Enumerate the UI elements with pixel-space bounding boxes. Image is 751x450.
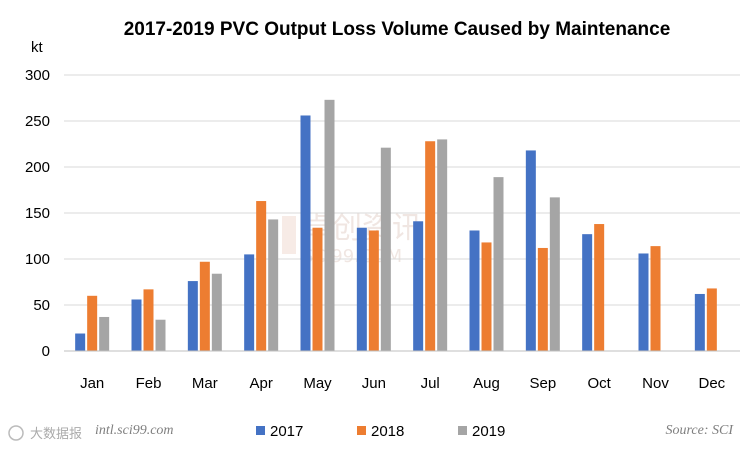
y-tick-label: 150 bbox=[25, 205, 50, 222]
x-tick-label: Apr bbox=[249, 375, 272, 392]
y-tick-label: 200 bbox=[25, 159, 50, 176]
bar-2017-sep bbox=[525, 150, 536, 351]
bar-2018-feb bbox=[143, 289, 154, 351]
corner-badge-icon bbox=[8, 425, 24, 441]
bar-2019-jun bbox=[380, 147, 391, 351]
bar-2017-nov bbox=[638, 253, 649, 351]
y-tick-label: 300 bbox=[25, 67, 50, 84]
bar-2018-nov bbox=[650, 246, 661, 351]
legend-swatch-2019 bbox=[458, 426, 467, 435]
x-tick-label: Aug bbox=[473, 375, 500, 392]
bar-2018-jul bbox=[425, 141, 436, 351]
legend-label-2019: 2019 bbox=[472, 423, 505, 440]
y-axis-unit: kt bbox=[31, 39, 44, 56]
bar-2018-aug bbox=[481, 242, 492, 351]
y-tick-label: 50 bbox=[33, 297, 50, 314]
y-tick-label: 0 bbox=[42, 343, 50, 360]
bar-2017-jan bbox=[75, 333, 86, 351]
x-tick-label: Oct bbox=[587, 375, 611, 392]
x-tick-label: Dec bbox=[698, 375, 725, 392]
bar-2019-feb bbox=[155, 319, 166, 351]
y-axis-ticks: 0 50 100 150 200 250 300 bbox=[25, 67, 50, 360]
corner-badge: 大数据报 bbox=[8, 425, 82, 442]
legend-swatch-2018 bbox=[357, 426, 366, 435]
gridlines bbox=[64, 74, 740, 306]
source-note: Source: SCI bbox=[665, 423, 734, 438]
bar-2018-oct bbox=[594, 224, 605, 351]
bar-2017-apr bbox=[244, 254, 255, 351]
website-credit: intl.sci99.com bbox=[95, 423, 174, 438]
bar-2017-jul bbox=[413, 221, 424, 351]
bar-2019-apr bbox=[268, 219, 279, 351]
bar-2019-jul bbox=[437, 139, 448, 351]
bar-2017-may bbox=[300, 115, 311, 351]
bar-2018-sep bbox=[537, 247, 548, 351]
bar-2018-mar bbox=[199, 261, 210, 351]
legend-label-2018: 2018 bbox=[371, 423, 404, 440]
x-tick-label: Jan bbox=[80, 375, 104, 392]
bar-2018-apr bbox=[256, 201, 267, 351]
bar-2019-jan bbox=[99, 316, 110, 351]
y-tick-label: 100 bbox=[25, 251, 50, 268]
chart-title: 2017-2019 PVC Output Loss Volume Caused … bbox=[124, 19, 671, 40]
corner-badge-text: 大数据报 bbox=[30, 427, 82, 442]
x-tick-label: May bbox=[303, 375, 332, 392]
x-tick-label: Nov bbox=[642, 375, 669, 392]
bar-2017-feb bbox=[131, 299, 142, 351]
x-tick-label: Sep bbox=[529, 375, 556, 392]
bar-2018-jan bbox=[87, 295, 98, 351]
bar-2019-mar bbox=[211, 273, 222, 351]
x-tick-label: Jun bbox=[362, 375, 386, 392]
legend: 2017 2018 2019 bbox=[256, 423, 505, 440]
bar-2019-aug bbox=[493, 177, 504, 351]
x-tick-label: Jul bbox=[421, 375, 440, 392]
bar-2017-mar bbox=[187, 281, 198, 351]
bar-2017-jun bbox=[356, 227, 367, 351]
legend-label-2017: 2017 bbox=[270, 423, 303, 440]
bar-2018-dec bbox=[706, 288, 717, 351]
x-tick-label: Mar bbox=[192, 375, 218, 392]
bar-2017-dec bbox=[694, 293, 705, 351]
bar-2019-sep bbox=[549, 197, 560, 351]
bar-2019-may bbox=[324, 99, 335, 351]
legend-swatch-2017 bbox=[256, 426, 265, 435]
watermark-logo bbox=[282, 216, 296, 254]
bar-2017-aug bbox=[469, 230, 480, 351]
x-tick-label: Feb bbox=[136, 375, 162, 392]
bar-2017-oct bbox=[582, 234, 593, 351]
bar-2018-may bbox=[312, 227, 323, 351]
x-axis-ticks: Jan Feb Mar Apr May Jun Jul Aug Sep Oct Nov Dec bbox=[80, 375, 726, 392]
bars bbox=[75, 99, 717, 351]
y-tick-label: 250 bbox=[25, 113, 50, 130]
bar-2018-jun bbox=[368, 230, 379, 351]
